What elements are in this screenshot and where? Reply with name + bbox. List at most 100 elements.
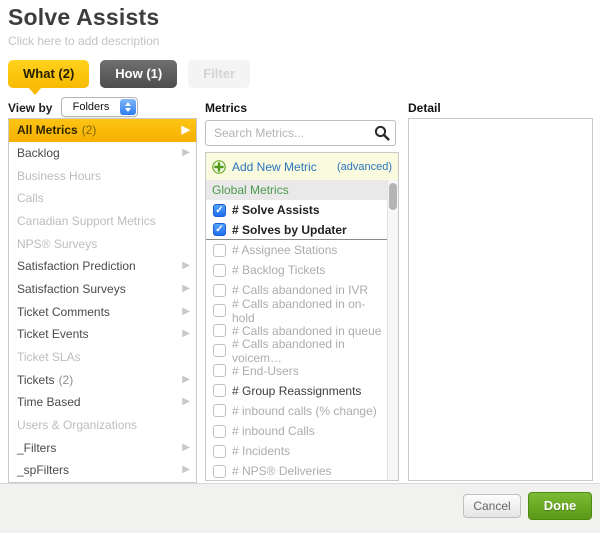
checkbox-icon[interactable] (213, 444, 226, 458)
metric-row[interactable]: ✓ # Solves by Updater (206, 220, 387, 241)
chevron-right-icon: ▶ (182, 464, 190, 476)
metric-label: # Solves by Updater (232, 222, 347, 237)
metric-row[interactable]: # End-Users (206, 361, 387, 381)
metric-label: # inbound calls (% change) (232, 403, 377, 418)
sidebar-item[interactable]: Satisfaction Surveys ▶ (9, 278, 196, 301)
detail-panel (408, 118, 593, 481)
checkbox-icon[interactable] (213, 324, 226, 338)
metric-row[interactable]: # Group Reassignments (206, 381, 387, 401)
done-button[interactable]: Done (528, 492, 592, 520)
tab-how[interactable]: How (1) (100, 60, 178, 88)
sidebar-item[interactable]: All Metrics (2) ▶ (9, 119, 196, 142)
description-placeholder[interactable]: Click here to add description (8, 34, 160, 48)
advanced-link[interactable]: (advanced) (336, 160, 392, 173)
sidebar-item[interactable]: Satisfaction Prediction ▶ (9, 255, 196, 278)
cancel-button[interactable]: Cancel (463, 494, 521, 518)
sidebar-item-label: Backlog (17, 146, 60, 160)
add-new-metric-link[interactable]: Add New Metric (232, 159, 317, 174)
checkbox-icon[interactable] (213, 404, 226, 418)
checkbox-icon[interactable] (213, 243, 226, 257)
chevron-right-icon: ▶ (182, 283, 190, 295)
sidebar-item-label: Satisfaction Prediction (17, 259, 136, 274)
checkbox-icon[interactable] (213, 263, 226, 277)
tab-what[interactable]: What (2) (8, 60, 90, 95)
sidebar-item: Users & Organizations (9, 414, 196, 437)
tab-filter[interactable]: Filter (188, 60, 251, 88)
checkbox-checked-icon[interactable]: ✓ (213, 223, 226, 237)
sidebar-item-label: NPS® Surveys (17, 236, 98, 251)
sidebar-item[interactable]: Tickets (2) ▶ (9, 368, 196, 391)
metric-row[interactable]: # Incidents (206, 441, 387, 461)
chevron-right-icon: ▶ (182, 305, 190, 317)
metric-label: # Calls abandoned in IVR (232, 283, 369, 298)
metric-label: # Incidents (232, 444, 291, 459)
footer: Cancel Done (0, 483, 600, 533)
metric-row[interactable]: # NPS® Deliveries (206, 461, 387, 480)
sidebar-item[interactable]: Backlog ▶ (9, 142, 196, 165)
search-input[interactable] (205, 120, 396, 146)
metric-label: # Backlog Tickets (232, 263, 326, 278)
checkbox-icon[interactable] (213, 364, 226, 378)
sidebar-item[interactable]: Time Based ▶ (9, 391, 196, 414)
sidebar-item-label: Ticket Comments (17, 304, 110, 319)
sidebar-item[interactable]: Ticket Comments ▶ (9, 300, 196, 323)
metric-row[interactable]: # Calls abandoned in voicem… (206, 337, 387, 365)
metric-row[interactable]: # Calls abandoned in IVR (206, 280, 387, 300)
metric-row[interactable]: # Calls abandoned in queue (206, 321, 387, 341)
chevron-right-icon: ▶ (182, 441, 190, 453)
checkbox-icon[interactable] (213, 384, 226, 398)
group-header: Global Metrics (206, 180, 387, 200)
select-stepper-icon (120, 99, 136, 115)
chevron-right-icon: ▶ (182, 260, 190, 272)
sidebar-item-count: (2) (58, 372, 74, 387)
sidebar-item-label: _spFilters (17, 463, 70, 478)
sidebar-item: Calls (9, 187, 196, 210)
search-icon (374, 125, 390, 141)
checkbox-icon[interactable] (213, 304, 226, 318)
metrics-list: Global Metrics ✓ # Solve Assists ✓ # Solves… (206, 180, 387, 480)
sidebar-item[interactable]: _Filters ▶ (9, 436, 196, 459)
sidebar-item-label: Time Based (17, 395, 81, 410)
sidebar-item: NPS® Surveys (9, 232, 196, 255)
detail-column-header: Detail (408, 101, 441, 115)
checkbox-checked-icon[interactable]: ✓ (213, 203, 226, 217)
view-by-select[interactable]: Folders (61, 97, 138, 117)
scrollbar[interactable] (387, 180, 398, 480)
scrollbar-thumb[interactable] (389, 183, 397, 210)
metric-label: # inbound Calls (232, 424, 315, 439)
chevron-right-icon: ▶ (182, 328, 190, 340)
sidebar-item-count: (2) (81, 123, 97, 138)
sidebar-item: Business Hours (9, 164, 196, 187)
metric-row[interactable]: # Backlog Tickets (206, 260, 387, 280)
metric-label: # Assignee Stations (232, 243, 338, 258)
checkbox-icon[interactable] (213, 464, 226, 478)
metric-row[interactable]: # Calls abandoned in on-hold (206, 297, 387, 325)
folders-sidebar: All Metrics (2) ▶ Backlog ▶ Business Hours Cal… (8, 118, 197, 483)
metric-row[interactable]: ✓ # Solve Assists (206, 200, 387, 220)
checkbox-icon[interactable] (213, 283, 226, 297)
checkbox-icon[interactable] (213, 344, 226, 358)
metric-row[interactable]: # inbound calls (% change) (206, 401, 387, 421)
metric-label: # Calls abandoned in queue (232, 323, 382, 338)
chevron-right-icon: ▶ (182, 396, 190, 408)
sidebar-item-label: Calls (17, 191, 44, 206)
metric-row[interactable]: # inbound Calls (206, 421, 387, 441)
sidebar-item-label: Ticket Events (17, 327, 89, 342)
metric-label: # Calls abandoned in voicem… (232, 336, 345, 365)
sidebar-item[interactable]: Ticket Events ▶ (9, 323, 196, 346)
checkbox-icon[interactable] (213, 424, 226, 438)
add-plus-icon (212, 159, 226, 174)
page-title: Solve Assists (8, 4, 160, 30)
sidebar-item-label: Business Hours (17, 168, 102, 183)
sidebar-item[interactable]: _spFilters ▶ (9, 459, 196, 482)
metric-rows: ✓ # Solve Assists ✓ # Solves by Updater # As… (206, 200, 387, 480)
chevron-right-icon: ▶ (181, 123, 190, 136)
sidebar-item: Ticket SLAs (9, 346, 196, 369)
metric-label: # Solve Assists (232, 203, 320, 218)
chevron-right-icon: ▶ (182, 373, 190, 385)
sidebar-item-label: Canadian Support Metrics (17, 214, 156, 229)
active-tab-pointer (28, 87, 42, 95)
add-new-metric-row[interactable]: Add New Metric (advanced) (206, 153, 398, 180)
metric-row[interactable]: # Assignee Stations (206, 240, 387, 260)
view-by-label: View by (8, 101, 53, 115)
